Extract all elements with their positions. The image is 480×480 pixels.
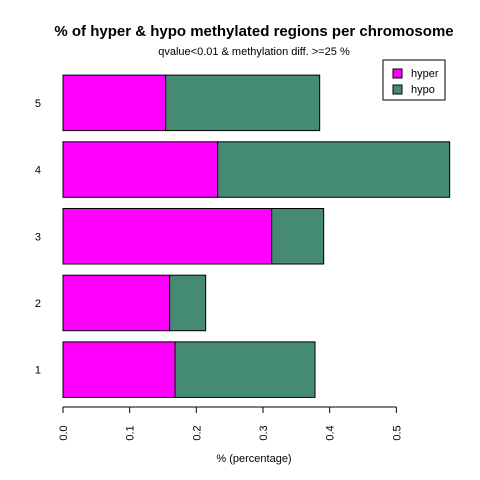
- bar-hyper-5: [62, 74, 167, 132]
- legend-label-hyper: hyper: [411, 68, 439, 80]
- bar-hypo-4: [217, 141, 451, 198]
- legend: hyper hypo: [382, 59, 446, 101]
- bars-group: [62, 74, 451, 398]
- y-tick-label: 2: [35, 298, 41, 310]
- x-tick-label: 0.0: [58, 425, 70, 440]
- bar-hypo-2: [169, 274, 207, 332]
- x-tick-label: 0.2: [191, 425, 203, 440]
- legend-swatch-hypo: [392, 84, 403, 95]
- bar-hypo-1: [174, 341, 316, 398]
- bar-hyper-1: [62, 341, 176, 398]
- bar-hyper-3: [62, 208, 273, 265]
- y-tick-label: 4: [35, 165, 41, 177]
- chart-subtitle: qvalue<0.01 & methylation diff. >=25 %: [158, 46, 350, 58]
- legend-swatch-hyper: [392, 68, 403, 79]
- bar-hypo-3: [271, 208, 325, 265]
- bar-hyper-2: [62, 274, 171, 332]
- y-tick-label: 3: [35, 231, 41, 243]
- y-tick-label: 5: [35, 98, 41, 110]
- y-tick-label: 1: [35, 365, 41, 377]
- bar-hypo-5: [165, 74, 321, 132]
- x-axis: 0.0 0.1 0.2 0.3 0.4 0.5: [58, 406, 403, 441]
- chart-title: % of hyper & hypo methylated regions per…: [54, 23, 453, 40]
- legend-label-hypo: hypo: [411, 84, 435, 96]
- x-tick-label: 0.1: [125, 425, 137, 440]
- x-tick-label: 0.4: [325, 425, 337, 440]
- x-axis-label: % (percentage): [216, 453, 291, 465]
- y-tick-labels: 1 2 3 4 5: [35, 98, 41, 377]
- bar-hyper-4: [62, 141, 219, 198]
- x-tick-label: 0.3: [258, 425, 270, 440]
- x-tick-label: 0.5: [391, 425, 403, 440]
